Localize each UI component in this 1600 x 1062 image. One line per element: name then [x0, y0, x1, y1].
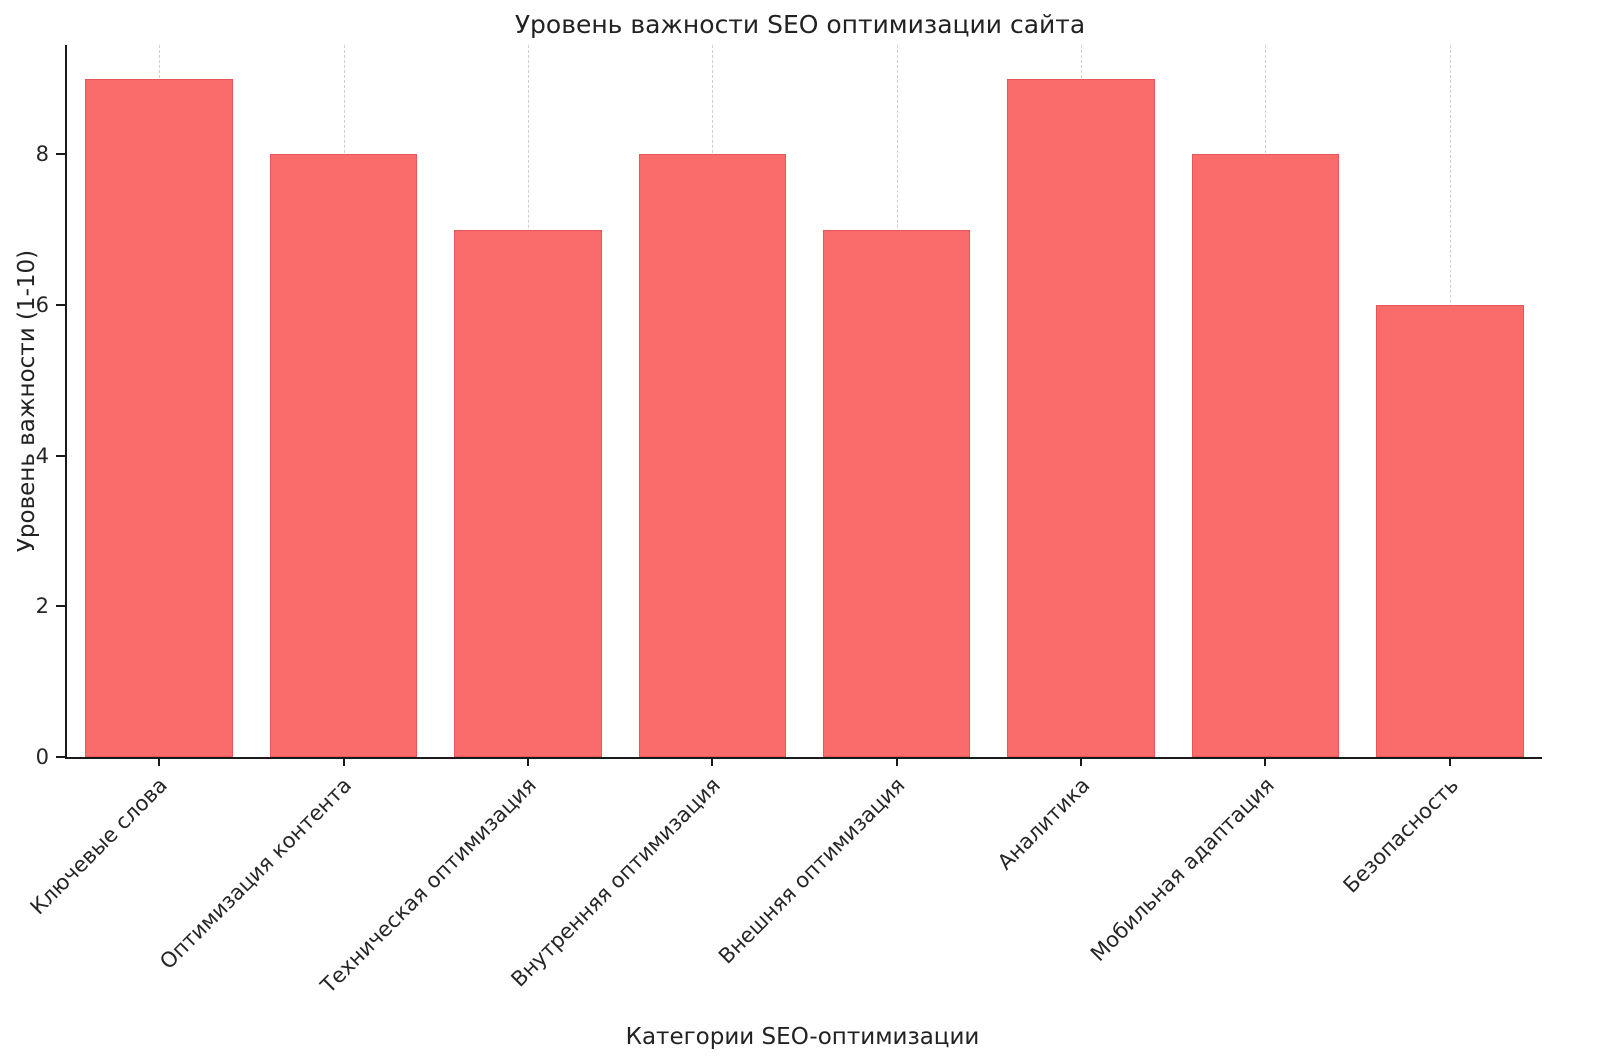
- x-tick-label: Оптимизация контента: [155, 773, 357, 974]
- chart-title: Уровень важности SEO оптимизации сайта: [514, 10, 1086, 39]
- x-tick-label: Безопасность: [1338, 773, 1463, 898]
- bar: [454, 229, 602, 757]
- x-tick-mark: [711, 757, 714, 766]
- y-tick-label: 2: [35, 594, 49, 619]
- y-tick-mark: [56, 454, 65, 457]
- bar: [1191, 154, 1340, 757]
- y-tick-mark: [56, 605, 65, 608]
- x-tick-mark: [1448, 757, 1451, 766]
- bar: [822, 229, 971, 757]
- bar: [638, 154, 787, 757]
- plot-area: Ключевые слова Оптимизация контента Технич…: [26, 45, 1542, 998]
- bar: [1376, 304, 1524, 757]
- bar: [269, 154, 418, 757]
- y-tick-label: 4: [35, 443, 49, 468]
- y-tick-label: 8: [35, 142, 49, 167]
- x-tick-mark: [526, 757, 529, 766]
- x-tick-label: Мобильная адаптация: [1085, 773, 1279, 966]
- x-tick-label: Аналитика: [992, 773, 1095, 875]
- x-tick-mark: [1264, 757, 1267, 766]
- x-tick-mark: [1080, 757, 1083, 766]
- y-tick-mark: [56, 153, 65, 156]
- y-tick-label: 6: [35, 292, 49, 317]
- x-tick-label: Ключевые слова: [25, 773, 173, 920]
- x-tick-label: Техническая оптимизация: [316, 773, 541, 998]
- y-tick-label: 0: [35, 745, 49, 769]
- x-tick-mark: [342, 757, 345, 766]
- bar: [1007, 78, 1155, 757]
- y-tick-mark: [56, 303, 65, 306]
- bar: [85, 78, 233, 757]
- x-axis-label: Категории SEO-оптимизации: [625, 1024, 980, 1050]
- x-tick-label: Внутренняя оптимизация: [506, 773, 726, 992]
- x-tick-label: Внешняя оптимизация: [714, 773, 910, 969]
- x-tick-mark: [895, 757, 898, 766]
- y-tick-mark: [56, 756, 65, 758]
- x-tick-mark: [158, 757, 161, 766]
